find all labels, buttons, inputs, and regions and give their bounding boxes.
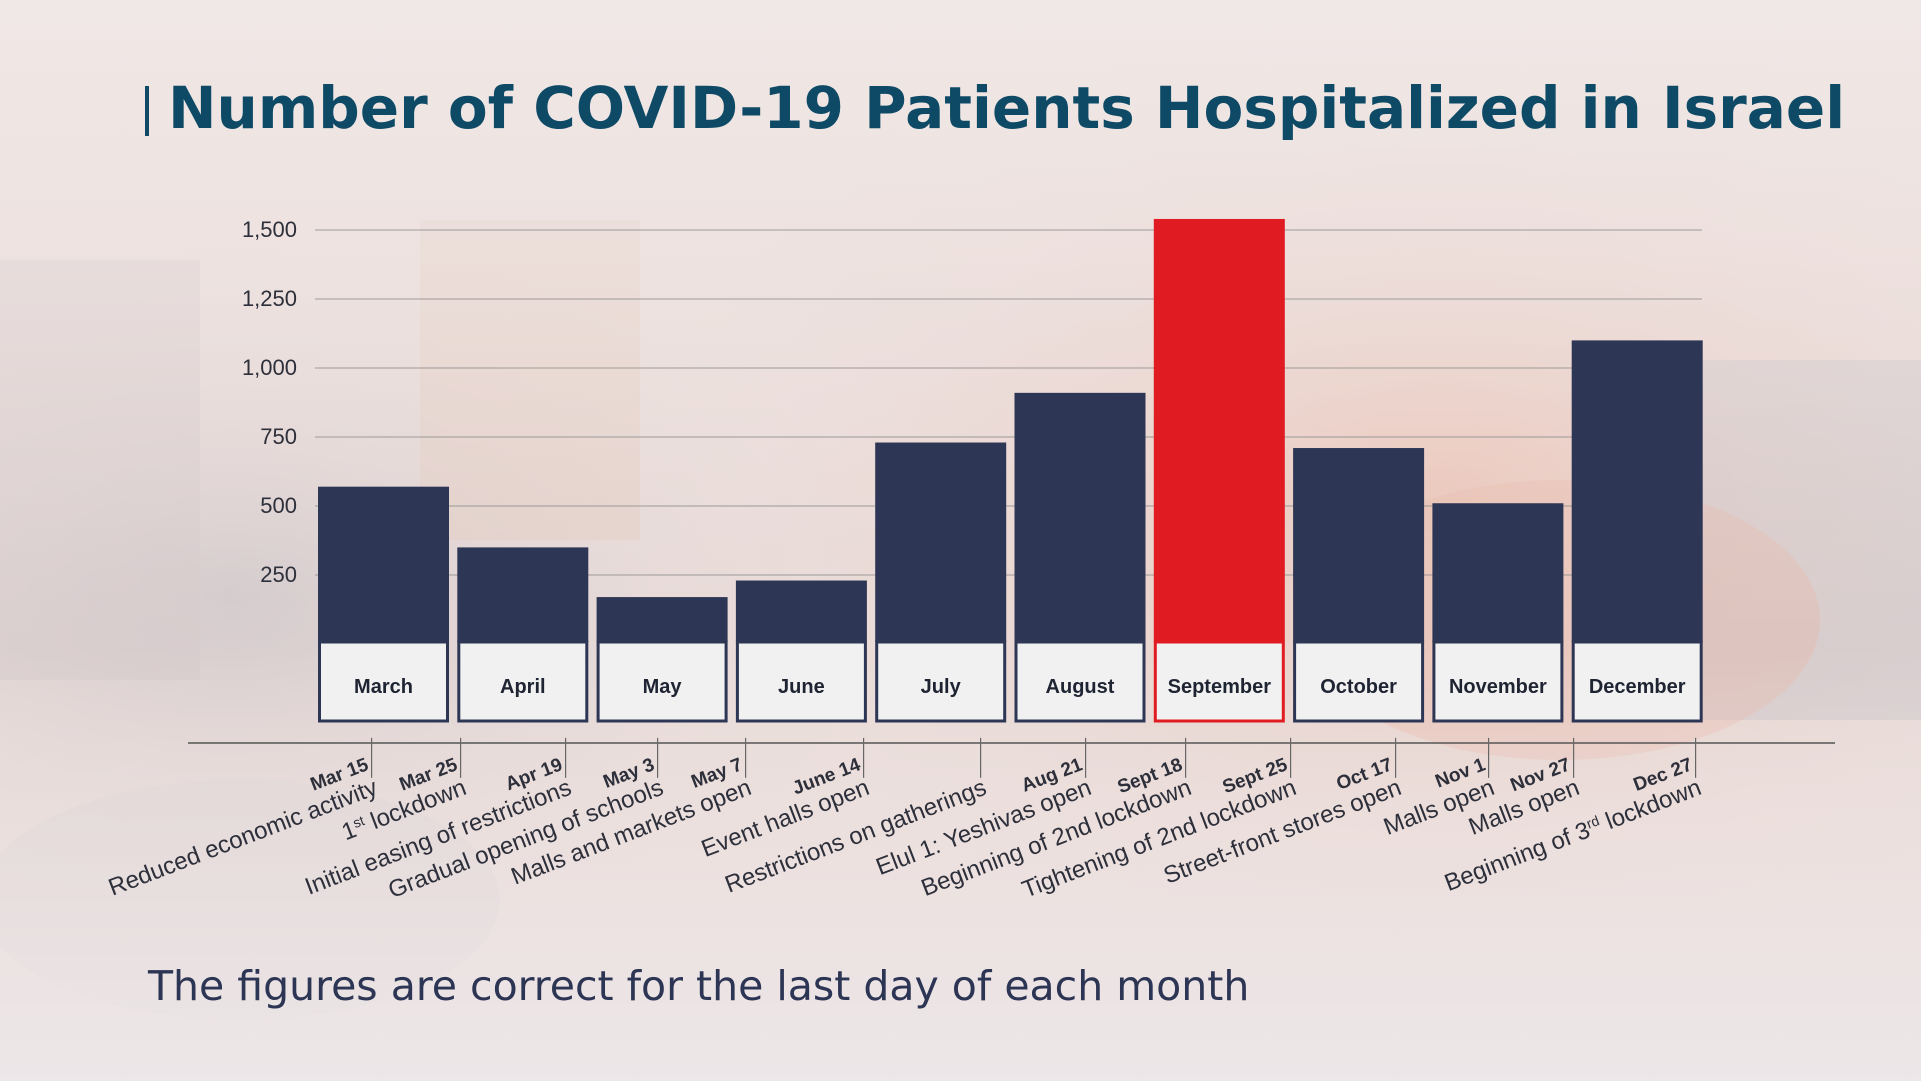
- y-tick-label: 500: [260, 493, 297, 518]
- x-category-label: December: [1589, 676, 1686, 698]
- title-accent-bar: [145, 86, 149, 136]
- x-category-label: May: [643, 676, 683, 698]
- bar: [1432, 503, 1564, 642]
- bar-month-box: [735, 640, 867, 723]
- bar-month-box: [875, 640, 1007, 723]
- chart-title: Number of COVID-19 Patients Hospitalized…: [168, 74, 1846, 142]
- bar: [1571, 340, 1703, 642]
- bar-month-box: [1571, 640, 1703, 723]
- bar-month-box: [596, 640, 728, 723]
- y-tick-label: 1,500: [242, 217, 297, 242]
- bar-month-box: [1293, 640, 1425, 723]
- y-tick-label: 1,000: [242, 355, 297, 380]
- bar: [735, 580, 867, 642]
- bar: [1014, 392, 1146, 642]
- bar: [318, 486, 449, 642]
- x-category-label: September: [1168, 676, 1272, 698]
- bar-month-box: [1432, 640, 1564, 723]
- bar: [457, 547, 589, 642]
- x-category-label: April: [500, 676, 546, 698]
- y-tick-label: 250: [260, 562, 297, 587]
- bar-month-box: [1014, 640, 1146, 723]
- bar: [875, 442, 1007, 642]
- y-tick-label: 750: [260, 424, 297, 449]
- x-category-label: November: [1449, 676, 1547, 698]
- bar: [1153, 218, 1285, 642]
- bar: [596, 597, 728, 642]
- chart-footnote: The figures are correct for the last day…: [148, 962, 1250, 1010]
- y-tick-label: 1,250: [242, 286, 297, 311]
- x-category-label: October: [1320, 676, 1397, 698]
- x-category-label: March: [354, 676, 413, 698]
- bar: [1293, 448, 1425, 642]
- bar-month-box: [457, 640, 589, 723]
- bar-month-box: [318, 640, 449, 723]
- x-category-label: August: [1046, 676, 1115, 698]
- x-category-label: June: [778, 676, 825, 698]
- bar-month-box: [1153, 640, 1285, 723]
- x-category-label: July: [921, 676, 962, 698]
